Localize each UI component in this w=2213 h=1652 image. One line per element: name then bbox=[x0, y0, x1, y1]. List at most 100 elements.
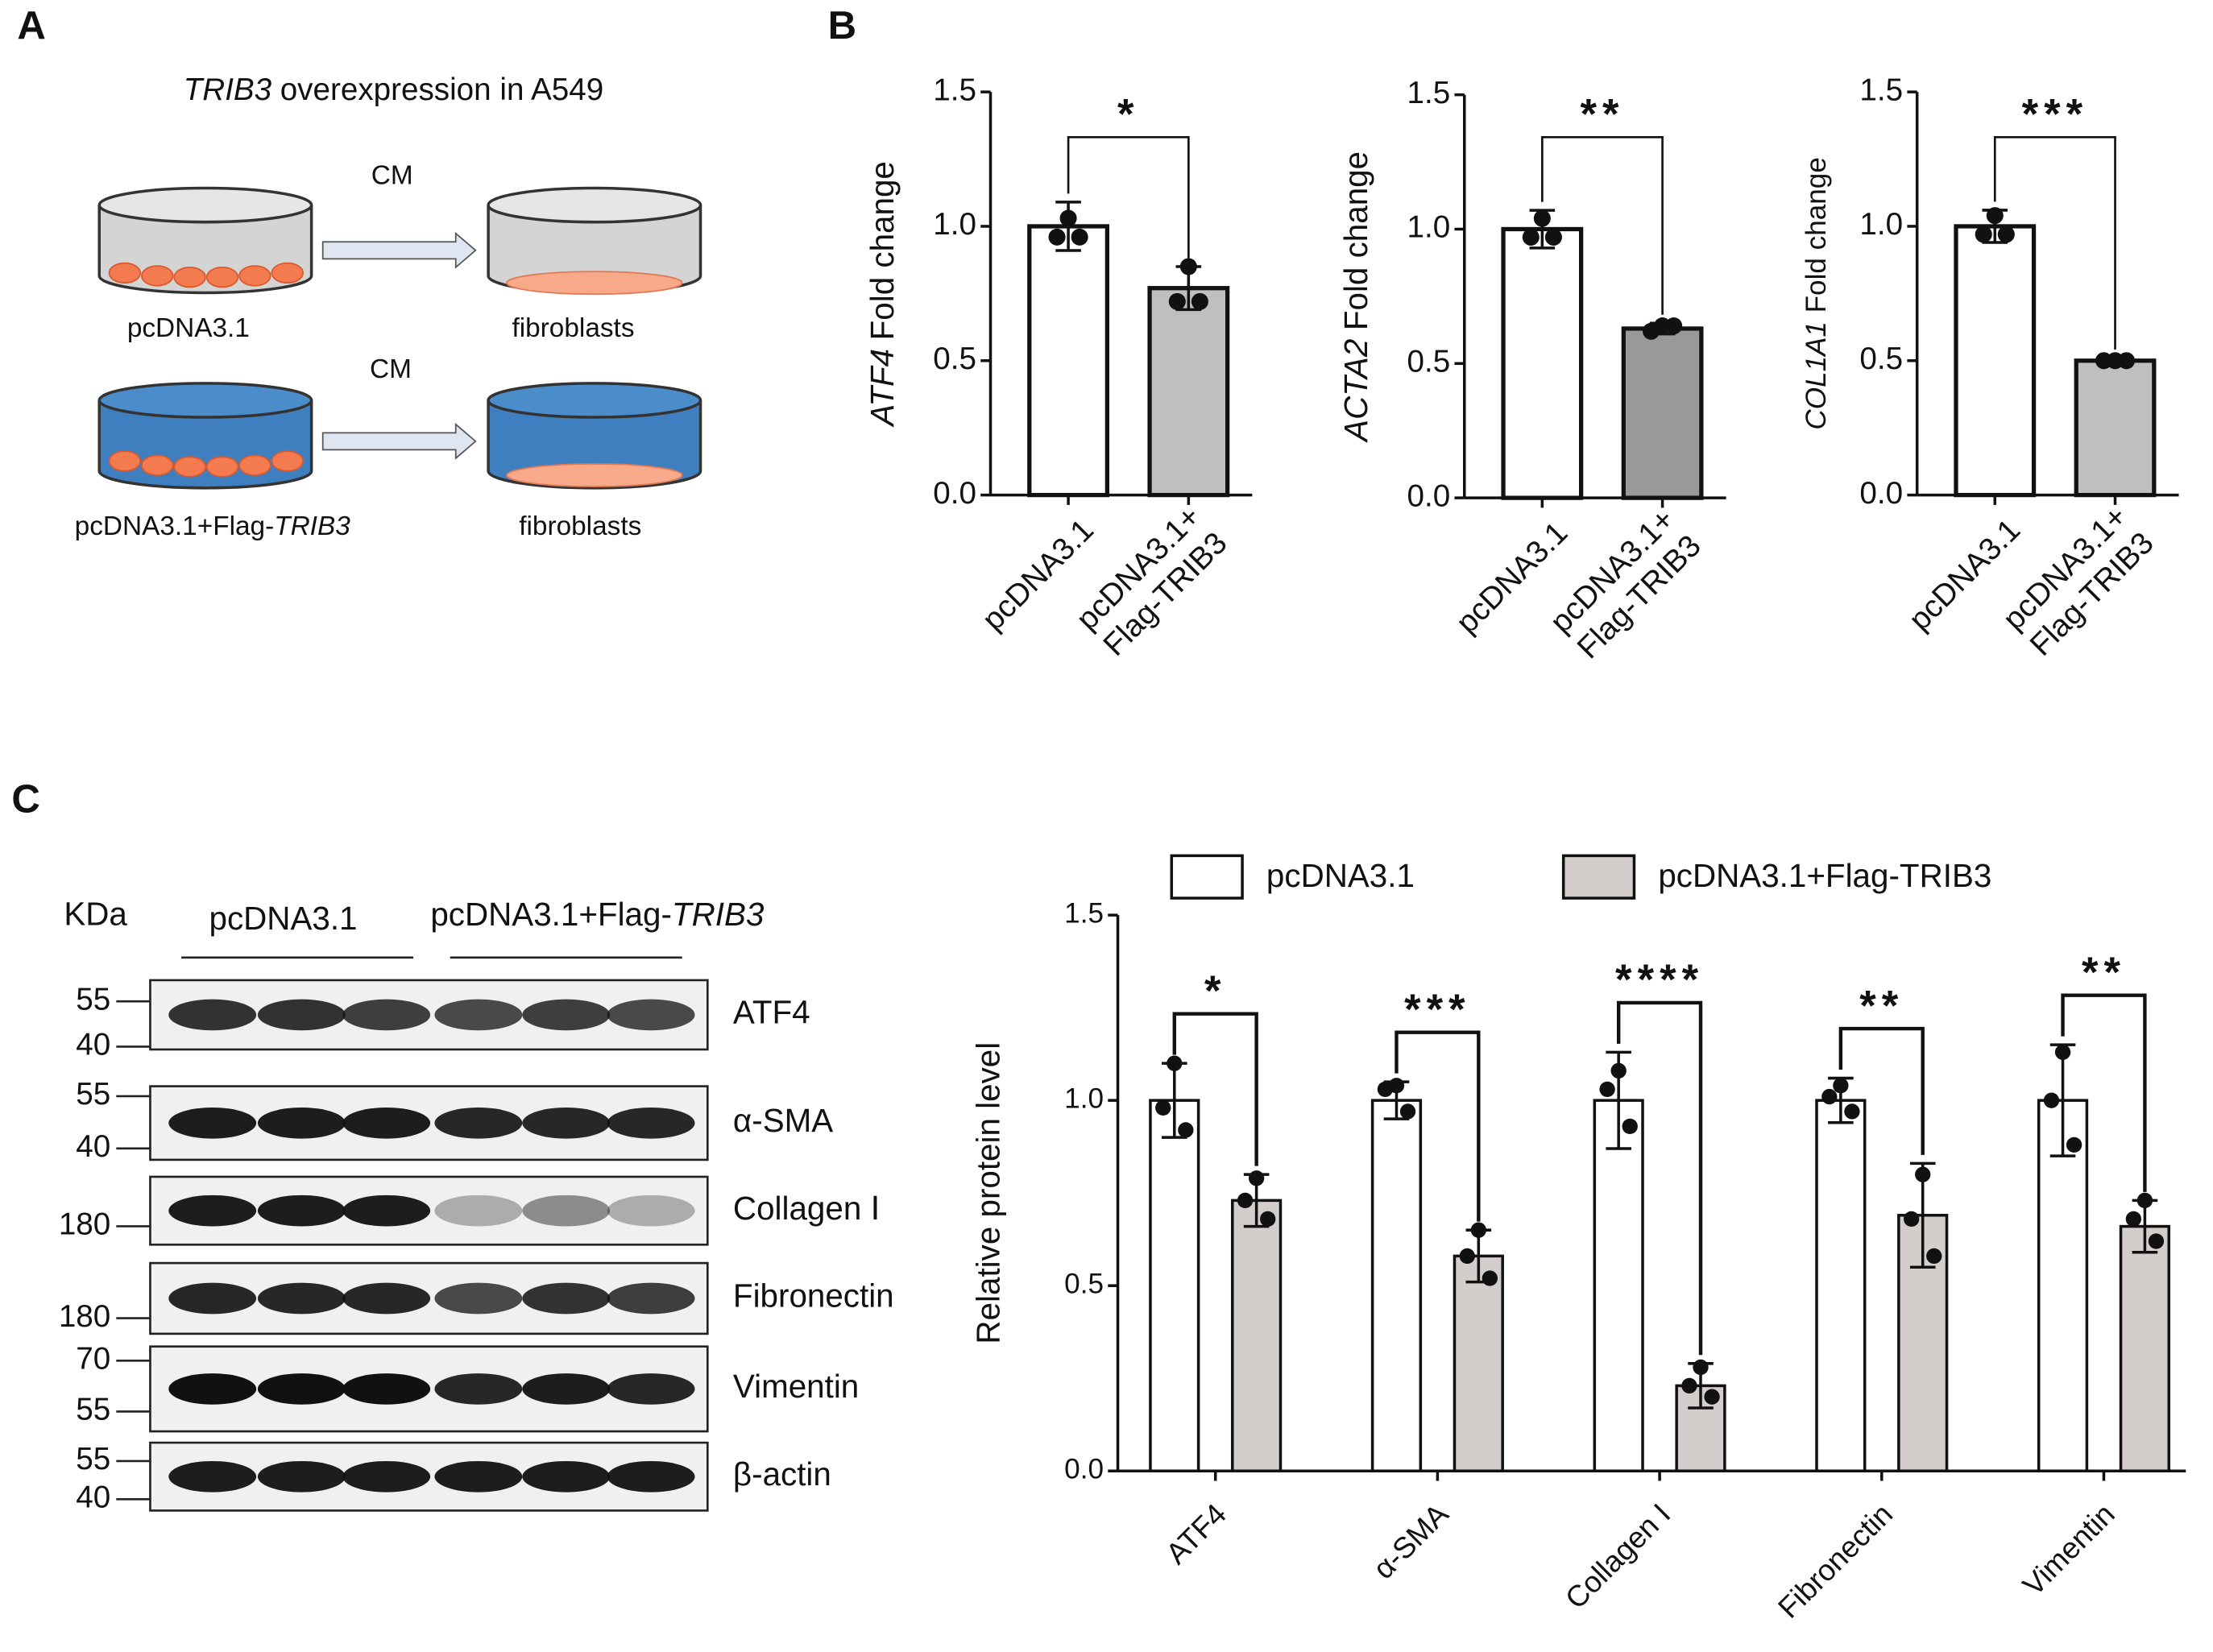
band bbox=[522, 1282, 611, 1315]
x-tick-label: α-SMA bbox=[1366, 1497, 1455, 1586]
chart: 0.0 0.5 1.0 1.5 COL1A1 Fold change *** pcDNA3.1… bbox=[1801, 72, 2179, 663]
marker-label: 55 bbox=[76, 1442, 110, 1476]
band bbox=[168, 1282, 257, 1315]
marker-label: 40 bbox=[76, 1129, 110, 1164]
band bbox=[257, 1373, 346, 1405]
group-text: pcDNA3.1+Flag- bbox=[430, 896, 672, 933]
y-axis-label: ATF4 Fold change bbox=[863, 161, 900, 427]
data-point bbox=[1610, 1062, 1627, 1079]
marker-label: 40 bbox=[76, 1028, 110, 1062]
legend-swatch bbox=[1170, 854, 1244, 900]
band bbox=[607, 1194, 695, 1227]
bar bbox=[1954, 224, 2037, 498]
data-point bbox=[1975, 226, 1992, 243]
bar bbox=[1027, 224, 1110, 498]
bar bbox=[1370, 1099, 1423, 1472]
significance-label: ** bbox=[2082, 949, 2126, 996]
band bbox=[434, 1460, 523, 1493]
data-point bbox=[1904, 1211, 1920, 1228]
schematic-title: TRIB3 overexpression in A549 bbox=[184, 72, 604, 107]
bar bbox=[2037, 1099, 2089, 1472]
band bbox=[257, 1107, 346, 1139]
schematic: TRIB3 overexpression in A549 CM pcDNA3.1 … bbox=[75, 72, 702, 541]
source-label: pcDNA3.1+Flag-TRIB3 bbox=[75, 511, 351, 541]
band bbox=[257, 999, 346, 1031]
marker-label: 55 bbox=[76, 1393, 110, 1427]
y-label-italic: COL1A1 bbox=[1801, 321, 1832, 430]
band bbox=[522, 1107, 611, 1139]
y-label-text: Relative protein level bbox=[969, 1042, 1006, 1344]
band bbox=[257, 1460, 346, 1493]
row-label: α-SMA bbox=[733, 1102, 833, 1139]
data-point bbox=[1622, 1118, 1638, 1135]
data-point bbox=[1926, 1248, 1942, 1265]
significance-label: * bbox=[1117, 91, 1140, 139]
significance-label: *** bbox=[1404, 986, 1471, 1033]
data-point bbox=[2118, 352, 2136, 370]
data-point bbox=[1915, 1166, 1931, 1182]
data-point bbox=[2054, 1044, 2071, 1061]
band bbox=[257, 1282, 346, 1315]
band bbox=[342, 1107, 431, 1139]
y-tick-label: 1.0 bbox=[1064, 1083, 1104, 1114]
y-tick-label: 1.0 bbox=[1407, 210, 1451, 245]
band bbox=[607, 1373, 695, 1405]
y-label-italic: ATF4 bbox=[863, 349, 900, 428]
row-label: Collagen Ⅰ bbox=[733, 1190, 881, 1227]
blot-header: KDa pcDNA3.1 pcDNA3.1+Flag-TRIB3 bbox=[64, 896, 765, 959]
data-point bbox=[1059, 209, 1077, 227]
data-point bbox=[1533, 209, 1551, 227]
data-point bbox=[1704, 1389, 1720, 1405]
medium-label: CM bbox=[371, 160, 413, 190]
bar bbox=[1815, 1099, 1867, 1472]
y-tick-label: 0.5 bbox=[1407, 344, 1451, 379]
significance-bracket bbox=[1838, 1026, 1925, 1155]
y-tick-label: 0.0 bbox=[1064, 1454, 1104, 1485]
significance-label: **** bbox=[1615, 956, 1704, 1004]
title-italic: TRIB3 bbox=[184, 72, 272, 107]
data-point bbox=[1997, 226, 2015, 243]
bar bbox=[1147, 286, 1230, 498]
y-tick-label: 0.0 bbox=[1859, 476, 1903, 511]
data-point bbox=[2095, 352, 2113, 370]
x-tick-label: pcDNA3.1+Flag-TRIB3 bbox=[1544, 503, 1708, 667]
data-point bbox=[1191, 292, 1208, 310]
band bbox=[168, 1107, 257, 1139]
significance-bracket bbox=[1541, 136, 1664, 315]
group-label: pcDNA3.1+Flag-TRIB3 bbox=[430, 896, 765, 933]
data-point bbox=[1237, 1192, 1254, 1209]
band bbox=[434, 1107, 523, 1139]
data-point bbox=[1665, 317, 1683, 335]
y-tick-label: 1.5 bbox=[933, 72, 976, 107]
y-tick-label: 1.0 bbox=[1859, 207, 1903, 242]
source-italic: TRIB3 bbox=[274, 511, 350, 541]
y-axis-label: Relative protein level bbox=[969, 1042, 1006, 1344]
data-point bbox=[1048, 228, 1066, 246]
data-point bbox=[1844, 1103, 1860, 1120]
target-label: fibroblasts bbox=[519, 511, 641, 541]
band bbox=[434, 999, 523, 1031]
source-text: pcDNA3.1+Flag- bbox=[75, 511, 275, 541]
data-point bbox=[1522, 228, 1540, 246]
marker-label: 55 bbox=[76, 982, 110, 1016]
data-point bbox=[1168, 292, 1186, 310]
significance-bracket bbox=[2061, 993, 2147, 1192]
data-point bbox=[1377, 1081, 1394, 1098]
data-point bbox=[1155, 1099, 1171, 1116]
band bbox=[168, 1373, 257, 1405]
band bbox=[434, 1194, 523, 1227]
significance-label: ** bbox=[1580, 91, 1624, 139]
significance-bracket bbox=[1395, 1030, 1481, 1222]
y-axis-label: COL1A1 Fold change bbox=[1801, 157, 1832, 429]
data-point bbox=[2066, 1137, 2082, 1153]
data-point bbox=[2148, 1233, 2165, 1249]
y-label-text: Fold change bbox=[1337, 151, 1374, 330]
y-label-italic: ACTA2 bbox=[1337, 339, 1374, 443]
y-label-text: Fold change bbox=[863, 161, 900, 340]
data-point bbox=[1178, 1122, 1194, 1138]
band bbox=[168, 1460, 257, 1493]
bar bbox=[1593, 1099, 1644, 1472]
bar bbox=[1621, 326, 1704, 500]
